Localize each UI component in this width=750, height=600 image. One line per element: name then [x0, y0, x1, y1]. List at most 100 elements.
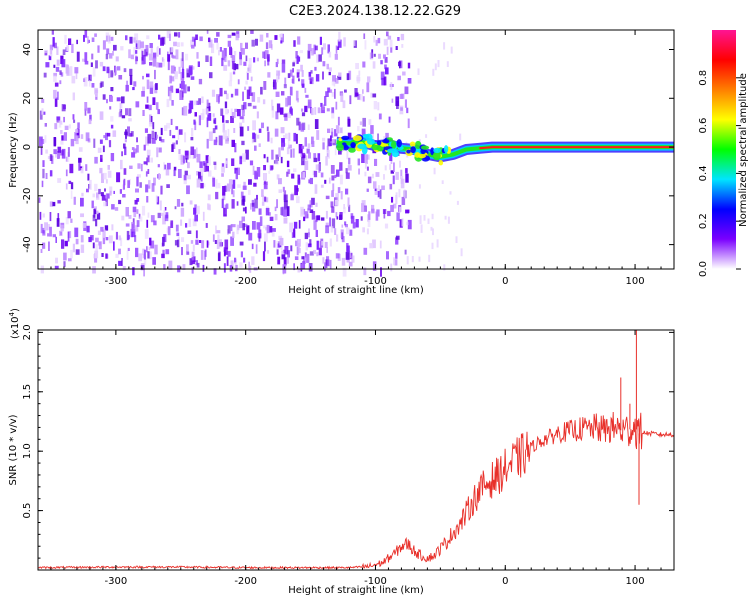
- noise-speck: [131, 228, 136, 238]
- top-frame: [37, 29, 675, 270]
- noise-speck: [309, 76, 314, 82]
- noise-speck: [248, 64, 252, 73]
- noise-speck: [320, 217, 325, 221]
- noise-speck: [389, 183, 393, 190]
- noise-speck: [334, 129, 338, 137]
- noise-speck: [194, 204, 197, 214]
- noise-speck: [94, 89, 99, 94]
- noise-speck: [329, 142, 332, 147]
- noise-speck: [131, 147, 135, 151]
- noise-speck: [103, 201, 107, 207]
- noise-speck: [273, 79, 277, 90]
- noise-speck: [335, 45, 338, 54]
- noise-speck: [220, 108, 224, 116]
- noise-speck: [42, 213, 45, 218]
- noise-speck: [41, 98, 45, 103]
- noise-speck: [57, 200, 61, 204]
- noise-speck: [75, 129, 79, 133]
- noise-speck: [325, 222, 329, 228]
- noise-speck: [42, 168, 45, 179]
- noise-speck: [298, 78, 300, 82]
- noise-speck: [326, 256, 330, 266]
- noise-speck: [88, 119, 92, 125]
- noise-speck: [143, 161, 147, 165]
- noise-speck: [47, 224, 50, 231]
- noise-speck: [395, 237, 399, 245]
- noise-speck: [138, 253, 143, 262]
- noise-speck: [149, 81, 154, 88]
- noise-speck: [130, 228, 133, 238]
- noise-speck: [84, 108, 87, 116]
- noise-speck: [70, 182, 74, 190]
- noise-speck: [305, 155, 308, 160]
- noise-speck: [101, 194, 106, 201]
- noise-speck: [400, 169, 403, 179]
- noise-speck: [456, 200, 459, 205]
- noise-speck: [129, 68, 133, 76]
- noise-speck: [83, 78, 86, 82]
- noise-speck: [92, 266, 96, 274]
- noise-speck: [110, 116, 114, 122]
- noise-speck: [67, 147, 70, 157]
- noise-speck: [235, 63, 239, 70]
- noise-speck: [148, 122, 153, 127]
- noise-speck: [258, 143, 261, 147]
- noise-speck: [263, 225, 267, 229]
- noise-speck: [253, 57, 256, 63]
- noise-speck: [152, 97, 156, 105]
- noise-speck: [271, 105, 274, 111]
- noise-speck: [205, 160, 208, 167]
- noise-speck: [218, 50, 220, 56]
- noise-speck: [322, 104, 325, 110]
- noise-speck: [205, 165, 209, 172]
- noise-speck: [293, 228, 296, 238]
- noise-speck: [285, 133, 288, 139]
- noise-speck: [383, 136, 386, 142]
- noise-speck: [281, 206, 285, 216]
- noise-speck: [75, 70, 78, 80]
- noise-speck: [186, 69, 191, 78]
- noise-speck: [325, 225, 330, 234]
- noise-speck: [244, 86, 247, 90]
- noise-speck: [331, 206, 335, 213]
- noise-speck: [50, 48, 52, 55]
- noise-speck: [88, 80, 91, 87]
- noise-speck: [168, 260, 173, 270]
- noise-speck: [248, 86, 252, 96]
- noise-speck: [390, 47, 393, 53]
- noise-speck: [55, 66, 60, 72]
- noise-speck: [260, 86, 263, 95]
- noise-speck: [92, 193, 96, 198]
- noise-speck: [92, 67, 96, 77]
- noise-speck: [308, 228, 310, 235]
- noise-speck: [239, 241, 244, 246]
- noise-speck: [102, 40, 106, 50]
- noise-speck: [203, 162, 207, 172]
- noise-speck: [434, 63, 437, 71]
- noise-speck: [45, 173, 48, 179]
- noise-speck: [366, 228, 369, 235]
- noise-speck: [369, 243, 374, 249]
- noise-speck: [47, 233, 51, 237]
- noise-speck: [190, 39, 194, 47]
- noise-speck: [302, 256, 306, 264]
- top-ytick-label: 0: [22, 144, 33, 150]
- noise-speck: [377, 191, 380, 198]
- noise-speck: [339, 214, 343, 220]
- noise-speck: [148, 179, 151, 186]
- noise-speck: [95, 244, 98, 254]
- bottom-ylabel: SNR (10 * v/v): [8, 414, 19, 485]
- noise-speck: [443, 264, 446, 271]
- noise-speck: [437, 60, 440, 68]
- noise-speck: [411, 256, 414, 263]
- noise-speck: [109, 190, 112, 196]
- signal-blob: [420, 145, 430, 150]
- noise-speck: [427, 218, 430, 224]
- noise-speck: [148, 251, 152, 260]
- noise-speck: [99, 139, 103, 144]
- noise-speck: [322, 142, 325, 150]
- noise-speck: [331, 112, 335, 119]
- noise-speck: [272, 228, 276, 232]
- noise-speck: [250, 76, 253, 82]
